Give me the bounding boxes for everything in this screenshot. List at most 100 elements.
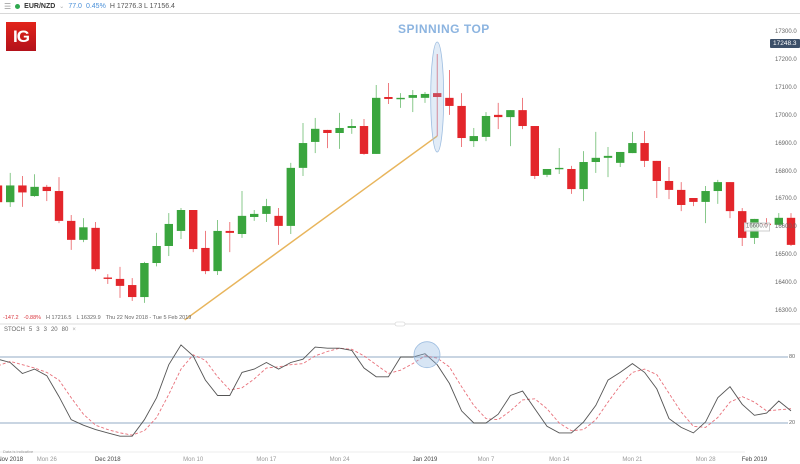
candle-body	[0, 185, 3, 203]
candle	[481, 112, 491, 142]
candle	[689, 198, 698, 207]
candle-body	[54, 191, 64, 221]
y-tick-label: 17000.0	[775, 112, 797, 119]
candle	[628, 131, 637, 154]
candle	[54, 177, 64, 224]
candle	[286, 162, 295, 234]
candle	[213, 220, 222, 276]
candle-body	[176, 210, 186, 231]
candle-body	[408, 95, 417, 98]
y-tick-label: 16600.0	[775, 224, 797, 231]
stoch-d-line	[0, 347, 792, 436]
candle	[225, 221, 234, 253]
candle	[103, 274, 112, 284]
candle	[176, 208, 186, 240]
trendline	[184, 135, 438, 321]
market-status-dot	[15, 4, 21, 9]
stoch-name: STOCH	[4, 327, 25, 333]
candle-body	[152, 245, 161, 264]
x-tick-label: Mon 7	[477, 457, 495, 463]
candle	[506, 110, 515, 147]
candle-body	[359, 126, 369, 154]
range-low: L 16329.9	[76, 315, 101, 321]
x-tick-label: Mon 26	[36, 457, 57, 463]
candle-body	[311, 128, 320, 142]
candle-body	[298, 143, 308, 168]
candle	[384, 83, 393, 104]
candle	[445, 69, 454, 115]
candle-body	[616, 151, 625, 163]
candle	[115, 266, 125, 298]
candle	[396, 93, 405, 108]
candle-body	[237, 215, 247, 234]
candle-body	[689, 198, 698, 202]
stoch-param: 3	[36, 327, 40, 333]
stoch-param: 20	[50, 327, 58, 333]
candle-body	[555, 167, 564, 170]
candle-body	[652, 160, 661, 181]
candle-body	[481, 115, 491, 137]
candle-body	[250, 213, 259, 217]
range-info: -147.2 -0.88% H 17216.5 L 16329.9 Thu 22…	[3, 315, 191, 321]
candle-body	[67, 220, 76, 240]
candle-body	[603, 155, 613, 158]
candle-body	[189, 210, 198, 250]
x-tick-label: Mon 17	[256, 457, 277, 463]
candle	[250, 210, 259, 221]
close-indicator-icon[interactable]: ×	[72, 327, 76, 333]
range-change: -147.2	[3, 315, 19, 321]
candle	[128, 278, 137, 301]
candle-body	[274, 215, 283, 226]
candle-body	[372, 97, 381, 154]
candle-body	[469, 136, 478, 142]
stoch-param: 80	[61, 327, 69, 333]
pane-resize-handle[interactable]	[394, 321, 406, 327]
spinning-top-highlight	[430, 41, 445, 153]
y-tick-label: 17100.0	[775, 84, 797, 91]
y-tick-label: 16800.0	[775, 168, 797, 175]
candle	[518, 97, 527, 130]
spinning-top-annotation: SPINNING TOP	[398, 22, 490, 36]
candle	[311, 117, 320, 154]
candle-body	[396, 97, 405, 100]
y-tick-label: 16400.0	[775, 280, 797, 287]
candle	[494, 102, 503, 130]
candle	[713, 179, 722, 204]
candle-body	[677, 189, 686, 205]
hamburger-icon[interactable]: ☰	[4, 2, 12, 11]
candle-body	[701, 191, 710, 202]
chevron-down-icon[interactable]: ⌄	[59, 4, 65, 10]
x-tick-label: Feb 2019	[741, 457, 768, 463]
candle	[201, 230, 210, 275]
candle	[725, 182, 735, 219]
x-tick-label: Nov 2018	[0, 457, 24, 463]
candle-body	[18, 185, 27, 193]
candle	[542, 168, 552, 178]
candle-body	[567, 168, 576, 190]
candle	[0, 185, 3, 203]
candle	[420, 91, 430, 103]
candle-body	[542, 168, 552, 175]
candle-body	[286, 167, 295, 226]
candle-body	[42, 186, 51, 192]
candle-body	[518, 110, 527, 127]
candle	[18, 175, 27, 207]
last-price-label: 17248.3	[770, 39, 800, 48]
candle	[189, 210, 198, 253]
candle	[786, 213, 796, 246]
y-tick-label: 17200.0	[775, 56, 797, 63]
symbol-selector[interactable]: EUR/NZD	[24, 3, 56, 10]
candle-body	[213, 230, 222, 272]
candle-body	[420, 93, 430, 98]
candle-body	[335, 127, 344, 133]
candle	[457, 93, 466, 147]
stoch-level-80: 80	[789, 354, 796, 360]
candle-body	[323, 129, 332, 133]
high-low: H 17276.3 L 17156.4	[109, 3, 175, 10]
candle	[335, 112, 344, 149]
y-tick-label: 16300.0	[775, 308, 797, 314]
candle-body	[445, 97, 454, 106]
candle	[323, 129, 332, 149]
candle	[433, 54, 442, 137]
